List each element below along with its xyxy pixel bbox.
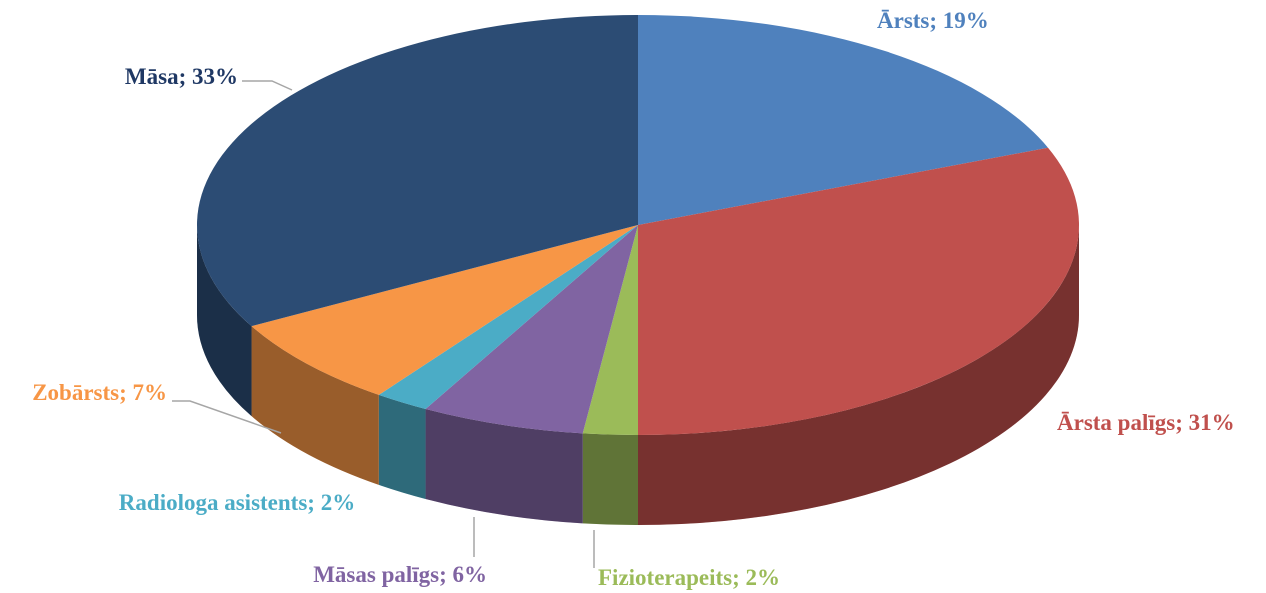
slice-side	[582, 433, 638, 525]
slice-side	[425, 409, 583, 524]
leader-line	[172, 400, 282, 434]
side-shade	[638, 225, 1079, 525]
side-shade	[425, 409, 583, 524]
slice-side	[197, 225, 252, 417]
data-label: Radiologa asistents; 2%	[118, 490, 356, 515]
data-label: Ārsts; 19%	[877, 8, 989, 33]
slice-side	[378, 394, 426, 500]
data-label: Zobārsts; 7%	[32, 380, 167, 405]
data-label: Fizioterapeits; 2%	[598, 565, 781, 590]
slice-side	[251, 326, 379, 485]
data-label: Māsas palīgs; 6%	[313, 562, 487, 587]
slice	[378, 225, 638, 410]
side-shade	[378, 394, 426, 500]
slice	[196, 15, 638, 327]
slice	[582, 225, 638, 435]
side-shade	[197, 225, 252, 417]
slice	[638, 15, 1049, 225]
slice	[425, 225, 638, 434]
slice	[638, 147, 1080, 435]
side-shade	[582, 433, 638, 525]
leader-line	[242, 80, 293, 91]
slice	[251, 225, 639, 395]
data-label: Ārsta palīgs; 31%	[1057, 410, 1235, 435]
slice-side	[638, 225, 1079, 525]
side-shade	[251, 326, 379, 485]
data-label: Māsa; 33%	[124, 64, 238, 89]
